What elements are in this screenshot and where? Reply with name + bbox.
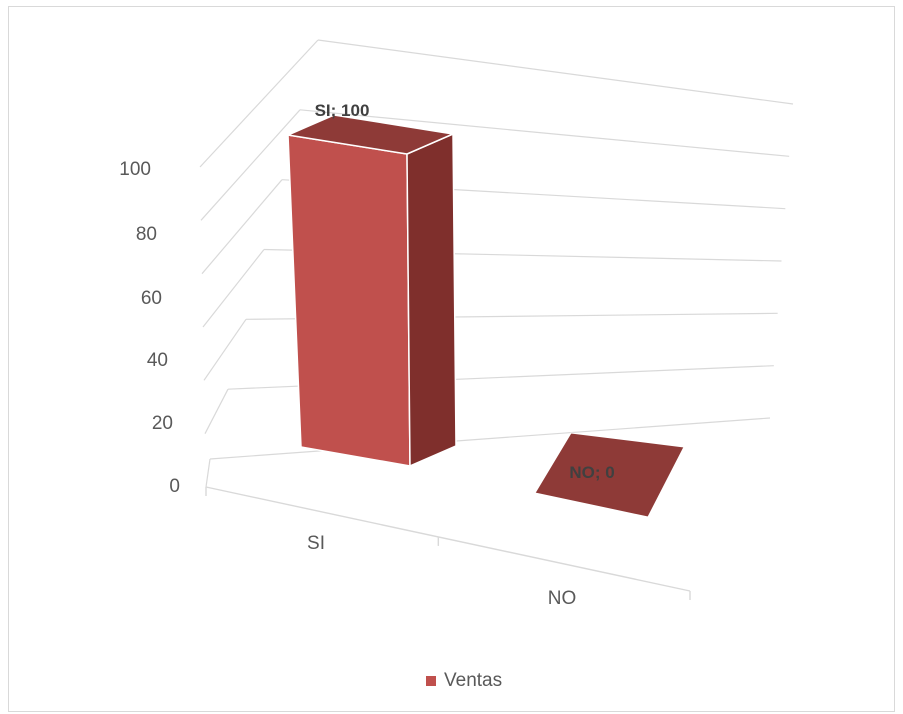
- x-tick-label: NO: [548, 588, 577, 609]
- x-axis-line: [205, 486, 691, 592]
- gridline-0: [209, 417, 771, 460]
- y-tick-label: 0: [169, 476, 180, 497]
- y-tick-label: 40: [147, 350, 168, 371]
- legend-swatch: [426, 676, 436, 686]
- sidewall-gridline-100: [200, 109, 301, 221]
- sidewall-gridline-0: [205, 458, 211, 488]
- gridline-100: [299, 109, 790, 157]
- legend: Ventas: [426, 670, 502, 692]
- sidewall-gridline-20: [204, 388, 229, 434]
- bar-front-SI: [287, 134, 411, 467]
- x-tick-label: SI: [307, 533, 325, 554]
- y-tick-label: 80: [136, 224, 157, 245]
- y-tick-label: 20: [152, 413, 173, 434]
- bar-top-NO: [534, 432, 685, 518]
- sidewall-gridline-60: [202, 249, 265, 328]
- bar-side-SI: [406, 132, 457, 468]
- sidewall-gridline-40: [203, 318, 247, 381]
- sidewall-gridline-80: [201, 179, 283, 275]
- data-label: SI; 100: [315, 101, 370, 120]
- sidewall-gridline-120: [199, 39, 319, 168]
- y-tick-label: 100: [119, 159, 151, 180]
- legend-label: Ventas: [444, 670, 503, 691]
- data-label: NO; 0: [569, 463, 614, 482]
- y-tick-label: 60: [141, 288, 162, 309]
- gridline-120: [317, 39, 794, 105]
- bar-top-SI: [285, 114, 456, 155]
